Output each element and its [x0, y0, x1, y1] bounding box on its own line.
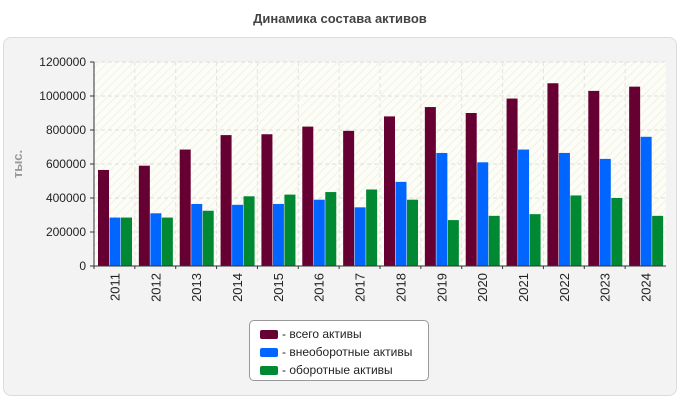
- bar-2-2015: [284, 194, 296, 266]
- legend-item-noncurrent: - внеоборотные активы: [260, 343, 428, 361]
- bar-2-2014: [243, 196, 255, 266]
- bar-0-2015: [261, 134, 273, 266]
- x-tick-label: 2024: [639, 273, 654, 302]
- x-tick-label: 2018: [393, 273, 408, 302]
- bar-2-2024: [652, 215, 664, 266]
- bar-2-2023: [611, 198, 623, 266]
- x-tick-label: 2011: [107, 273, 122, 301]
- bar-1-2014: [232, 204, 244, 266]
- bar-2-2019: [447, 220, 459, 266]
- bar-1-2018: [395, 181, 407, 266]
- x-tick-label: 2020: [475, 273, 490, 302]
- bar-1-2017: [354, 207, 366, 266]
- y-tick-label: 200000: [46, 225, 86, 239]
- legend-swatch: [260, 347, 278, 357]
- y-tick-label: 0: [79, 259, 86, 273]
- bar-1-2016: [313, 199, 325, 266]
- y-tick-label: 400000: [46, 191, 86, 205]
- bar-0-2020: [465, 113, 477, 266]
- x-tick-label: 2014: [230, 273, 245, 302]
- bar-1-2024: [640, 136, 652, 266]
- x-tick-label: 2017: [353, 273, 368, 302]
- bar-0-2014: [220, 135, 232, 266]
- legend-swatch: [260, 329, 278, 339]
- bar-0-2024: [629, 86, 641, 267]
- y-tick-label: 600000: [46, 157, 86, 171]
- y-tick-label: 800000: [46, 123, 86, 137]
- bar-2-2013: [202, 210, 214, 266]
- bar-0-2021: [506, 98, 518, 266]
- bar-1-2015: [272, 203, 284, 266]
- bar-0-2016: [302, 126, 314, 266]
- bar-2-2017: [366, 189, 378, 266]
- chart-title: Динамика состава активов: [253, 11, 427, 26]
- bar-1-2021: [518, 149, 530, 266]
- legend-label: - внеоборотные активы: [282, 345, 413, 359]
- bar-0-2011: [98, 169, 109, 266]
- bar-2-2021: [529, 214, 541, 266]
- x-tick-label: 2023: [598, 273, 613, 302]
- y-tick-label: 1200000: [39, 55, 86, 69]
- bar-0-2022: [547, 83, 559, 266]
- bar-1-2013: [191, 203, 203, 266]
- x-tick-label: 2016: [312, 273, 327, 302]
- bar-0-2019: [424, 107, 436, 266]
- bar-1-2022: [558, 152, 570, 266]
- x-tick-label: 2019: [434, 273, 449, 302]
- bar-2-2011: [121, 217, 132, 266]
- bar-2-2012: [161, 217, 173, 266]
- bar-0-2023: [588, 90, 600, 267]
- bar-0-2013: [179, 149, 191, 266]
- legend-swatch: [260, 365, 278, 375]
- legend-item-total: - всего активы: [260, 325, 428, 343]
- bar-0-2012: [138, 165, 150, 266]
- bar-1-2012: [150, 213, 162, 266]
- x-tick-label: 2012: [148, 273, 163, 302]
- bar-1-2023: [599, 158, 611, 266]
- bar-0-2018: [384, 116, 395, 267]
- y-tick-label: 1000000: [39, 89, 86, 103]
- bar-2-2022: [570, 195, 582, 266]
- x-tick-label: 2022: [557, 273, 572, 302]
- bar-1-2011: [109, 217, 121, 266]
- bar-2-2016: [325, 192, 337, 266]
- legend-label: - всего активы: [282, 327, 362, 341]
- x-tick-label: 2015: [271, 273, 286, 302]
- x-tick-label: 2021: [516, 273, 531, 302]
- legend-item-current: - оборотные активы: [260, 361, 428, 379]
- legend-label: - оборотные активы: [282, 363, 393, 377]
- x-tick-label: 2013: [189, 273, 204, 302]
- bar-1-2019: [436, 152, 448, 266]
- bar-2-2020: [488, 215, 500, 266]
- bar-0-2017: [343, 130, 355, 266]
- y-axis-label: тыс.: [10, 150, 25, 178]
- bar-1-2020: [477, 162, 489, 266]
- chart-legend: - всего активы - внеоборотные активы - о…: [249, 320, 429, 381]
- bar-2-2018: [407, 199, 418, 266]
